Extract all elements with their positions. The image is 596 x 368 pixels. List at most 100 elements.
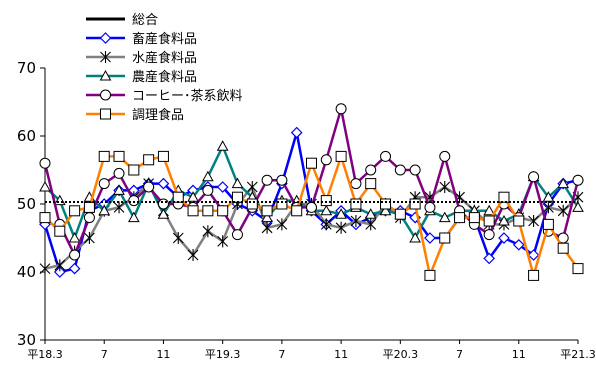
data-point [440,233,450,243]
data-point [84,202,94,212]
data-point [247,199,257,209]
data-point [114,168,124,178]
legend-marker [101,33,111,43]
data-point [499,192,509,202]
data-point [70,233,80,242]
data-point [84,213,94,223]
data-point [469,213,479,223]
legend-item-1: 畜産食料品 [86,31,197,47]
data-point [232,179,242,188]
data-point [144,155,154,165]
legend-marker [101,109,111,119]
data-point [381,199,391,209]
data-point [321,196,331,206]
data-point [40,158,50,168]
legend-item-3: 農産食料品 [86,69,197,85]
data-point [366,179,376,189]
data-point [262,175,272,185]
data-point [173,192,183,202]
data-point [395,165,405,175]
y-tick-label: 70 [17,59,36,77]
data-point [529,270,539,280]
x-tick-label: 7 [278,348,285,361]
data-point [40,213,50,223]
data-point [307,202,317,212]
data-point [277,175,287,185]
data-point [232,230,242,240]
data-point [70,264,80,274]
data-point [425,202,435,212]
x-tick-label: 11 [334,348,348,361]
legend-label: 農産食料品 [132,69,197,85]
data-point [173,232,183,244]
data-point [99,179,109,189]
data-point [99,151,109,161]
data-point [440,151,450,161]
data-point [455,213,465,223]
data-point [351,179,361,189]
data-point [381,151,391,161]
data-point [351,199,361,209]
data-point [558,243,568,253]
data-point [203,185,213,195]
legend-label: 水産食料品 [132,50,197,66]
legend-label: 畜産食料品 [132,31,197,47]
data-point [188,249,198,261]
legend-label: 総合 [132,13,158,28]
y-tick-label: 50 [17,195,36,213]
data-point [484,230,494,240]
data-point [573,175,583,185]
legend-label: コーヒー･茶系飲料 [132,88,243,104]
data-point [188,206,198,216]
data-point [203,172,213,181]
data-point [262,206,272,216]
x-tick-label: 7 [456,348,463,361]
x-tick-label: 平19.3 [205,348,241,361]
legend-item-4: コーヒー･茶系飲料 [86,88,243,104]
data-point [114,151,124,161]
data-point [277,199,287,209]
data-point [321,155,331,165]
series-line [45,109,578,255]
data-point [425,270,435,280]
data-point [218,206,228,216]
y-tick-label: 40 [17,263,36,281]
data-point [410,199,420,209]
legend-label: 調理食品 [132,107,184,123]
data-point [129,213,139,222]
data-point [543,219,553,229]
data-point [203,225,213,237]
data-point [292,128,302,138]
x-tick-label: 平18.3 [27,348,63,361]
x-tick-label: 平21.3 [560,348,596,361]
data-point [514,216,524,226]
y-tick-label: 60 [17,127,36,145]
data-point [129,196,139,206]
data-point [158,199,168,209]
data-point [395,209,405,219]
data-point [55,226,65,236]
y-tick-label: 30 [17,331,36,349]
data-point [70,206,80,216]
series-line [45,184,578,269]
legend-item-5: 調理食品 [86,107,184,123]
data-point [218,235,228,247]
data-point [144,182,154,192]
x-tick-label: 7 [101,348,108,361]
data-point [84,232,94,244]
x-tick-label: 11 [156,348,170,361]
data-point [307,158,317,168]
legend-item-0: 総合 [86,13,158,28]
series-layer [40,104,583,281]
legend-item-2: 水産食料品 [86,50,197,66]
data-point [129,165,139,175]
data-point [218,141,228,150]
legend-marker [101,90,111,100]
data-point [203,206,213,216]
data-point [529,172,539,182]
data-point [158,151,168,161]
data-point [484,216,494,226]
data-point [292,206,302,216]
